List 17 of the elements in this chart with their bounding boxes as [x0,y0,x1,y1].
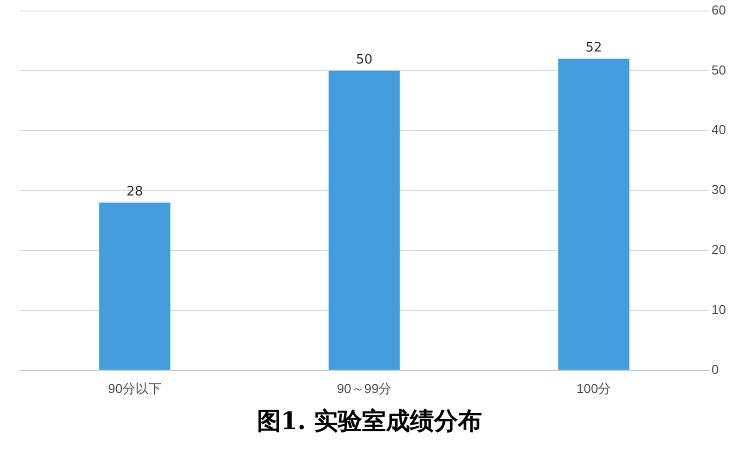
data-label: 28 [126,184,144,200]
bar [99,202,170,370]
x-tick-label: 90分以下 [108,380,162,396]
y-tick-label: 20 [712,242,726,258]
x-tick-label: 100分 [576,380,612,396]
y-tick-label: 0 [712,362,719,377]
x-tick-label: 90～99分 [336,380,392,396]
y-tick-label: 10 [712,302,726,318]
y-tick-label: 60 [712,2,726,18]
bar [328,70,400,370]
bar [558,58,630,370]
text: 图1. 实验室成绩分布 [256,405,484,437]
y-tick-label: 50 [712,62,726,78]
y-tick-label: 40 [712,122,726,138]
data-label: 50 [356,52,373,68]
data-label: 52 [586,40,602,56]
y-tick-label: 30 [712,182,726,198]
